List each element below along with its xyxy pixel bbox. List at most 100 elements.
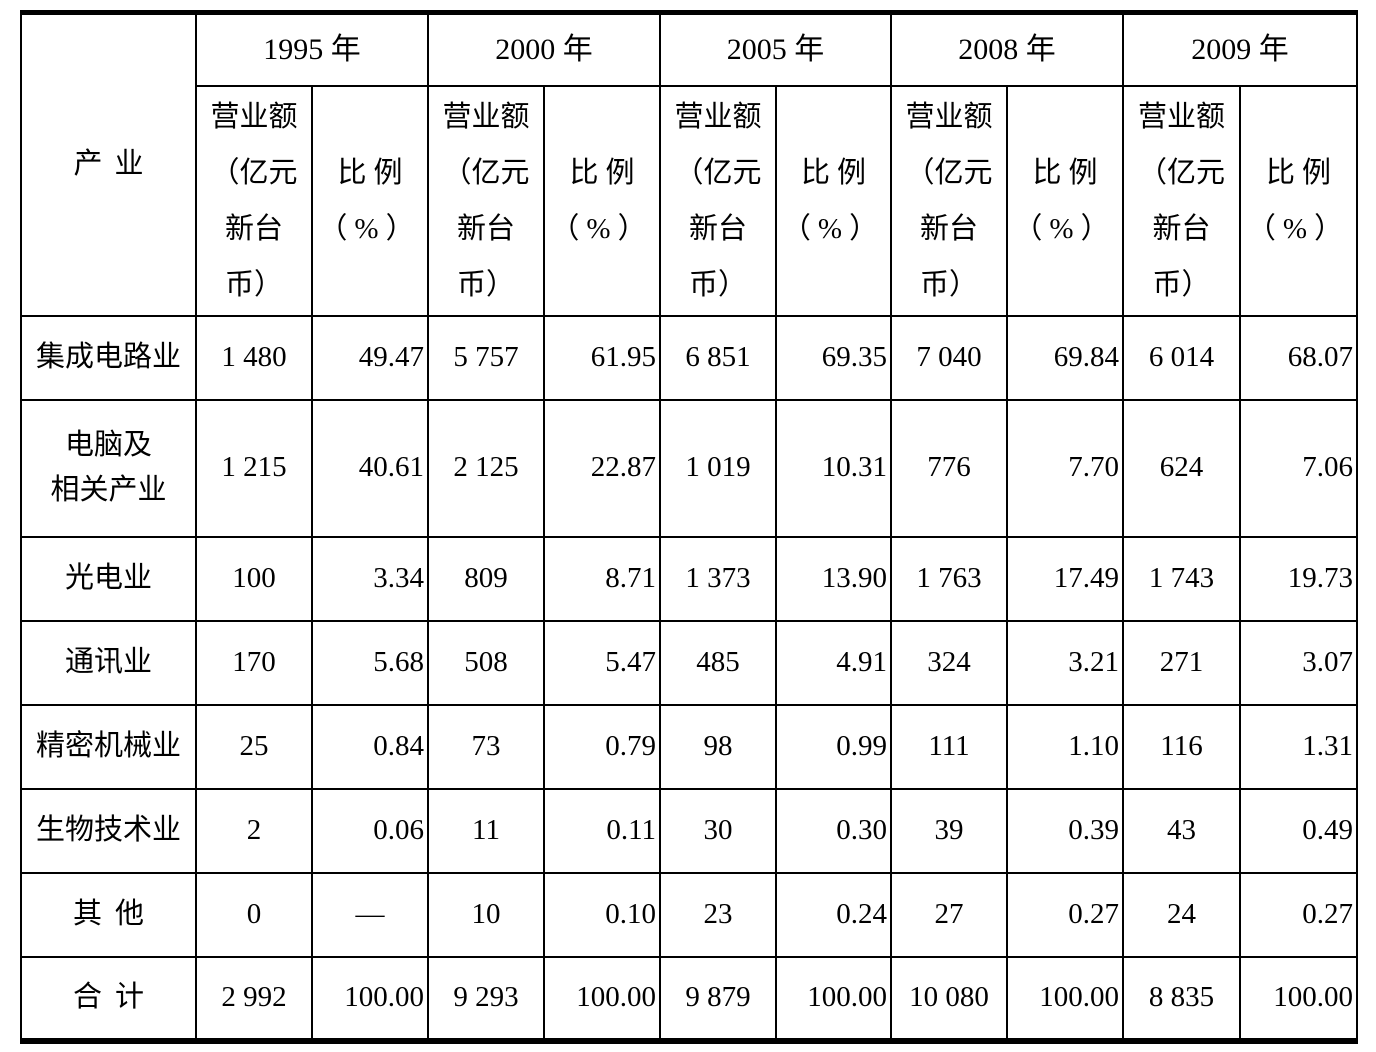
year-header-2005: 2005 年 bbox=[659, 11, 892, 87]
revenue-subheader: 营业额 （亿元 新台 币） bbox=[1122, 84, 1241, 317]
ratio-cell: 19.73 bbox=[1239, 535, 1358, 622]
table-row-precision-machinery: 精密机械业 25 0.84 73 0.79 98 0.99 111 1.10 1… bbox=[20, 703, 1358, 790]
ratio-cell: 8.71 bbox=[543, 535, 661, 622]
year-header-1995: 1995 年 bbox=[195, 11, 429, 87]
revenue-cell: 39 bbox=[890, 787, 1008, 874]
industry-cell: 精密机械业 bbox=[20, 703, 197, 790]
ratio-cell: 3.21 bbox=[1006, 619, 1124, 706]
revenue-cell: 1 373 bbox=[659, 535, 777, 622]
revenue-cell: 271 bbox=[1122, 619, 1241, 706]
revenue-cell: 6 851 bbox=[659, 314, 777, 401]
industry-cell: 其他 bbox=[20, 871, 197, 958]
ratio-cell: 5.68 bbox=[311, 619, 429, 706]
ratio-cell: 0.99 bbox=[775, 703, 892, 790]
ratio-cell: 22.87 bbox=[543, 398, 661, 538]
revenue-subheader: 营业额 （亿元 新台 币） bbox=[890, 84, 1008, 317]
ratio-cell: 3.34 bbox=[311, 535, 429, 622]
table-row-total: 合计 2 992 100.00 9 293 100.00 9 879 100.0… bbox=[20, 955, 1358, 1042]
ratio-cell: 0.24 bbox=[775, 871, 892, 958]
revenue-cell: 624 bbox=[1122, 398, 1241, 538]
ratio-cell: 3.07 bbox=[1239, 619, 1358, 706]
revenue-cell: 6 014 bbox=[1122, 314, 1241, 401]
revenue-cell: 111 bbox=[890, 703, 1008, 790]
revenue-cell: 116 bbox=[1122, 703, 1241, 790]
ratio-cell: 0.79 bbox=[543, 703, 661, 790]
ratio-cell: 69.35 bbox=[775, 314, 892, 401]
revenue-cell: 776 bbox=[890, 398, 1008, 538]
ratio-cell: 13.90 bbox=[775, 535, 892, 622]
revenue-cell: 485 bbox=[659, 619, 777, 706]
revenue-cell: 170 bbox=[195, 619, 313, 706]
revenue-cell: 30 bbox=[659, 787, 777, 874]
ratio-cell: 100.00 bbox=[1006, 955, 1124, 1042]
ratio-subheader: 比例 （%） bbox=[1239, 84, 1358, 317]
revenue-cell: 100 bbox=[195, 535, 313, 622]
ratio-subheader: 比例 （%） bbox=[543, 84, 661, 317]
table-row-biotech: 生物技术业 2 0.06 11 0.11 30 0.30 39 0.39 43 … bbox=[20, 787, 1358, 874]
year-header-2009: 2009 年 bbox=[1122, 11, 1358, 87]
revenue-cell: 2 125 bbox=[427, 398, 545, 538]
revenue-cell: 98 bbox=[659, 703, 777, 790]
industry-cell: 光电业 bbox=[20, 535, 197, 622]
ratio-cell: 10.31 bbox=[775, 398, 892, 538]
revenue-cell: 0 bbox=[195, 871, 313, 958]
table-row-communications: 通讯业 170 5.68 508 5.47 485 4.91 324 3.21 … bbox=[20, 619, 1358, 706]
ratio-cell: 0.11 bbox=[543, 787, 661, 874]
table-row-years: 产业 1995 年 2000 年 2005 年 2008 年 2009 年 bbox=[20, 11, 1358, 317]
year-header-2008: 2008 年 bbox=[890, 11, 1124, 87]
revenue-cell: 10 bbox=[427, 871, 545, 958]
table-row-ic: 集成电路业 1 480 49.47 5 757 61.95 6 851 69.3… bbox=[20, 314, 1358, 401]
revenue-cell: 5 757 bbox=[427, 314, 545, 401]
ratio-cell: 68.07 bbox=[1239, 314, 1358, 401]
year-header-2000: 2000 年 bbox=[427, 11, 661, 87]
ratio-cell: 40.61 bbox=[311, 398, 429, 538]
ratio-cell: 7.06 bbox=[1239, 398, 1358, 538]
revenue-cell: 1 743 bbox=[1122, 535, 1241, 622]
revenue-cell: 1 763 bbox=[890, 535, 1008, 622]
table-row-computer: 电脑及 相关产业 1 215 40.61 2 125 22.87 1 019 1… bbox=[20, 398, 1358, 538]
ratio-cell: 0.49 bbox=[1239, 787, 1358, 874]
ratio-cell: — bbox=[311, 871, 429, 958]
ratio-cell: 1.10 bbox=[1006, 703, 1124, 790]
ratio-cell: 7.70 bbox=[1006, 398, 1124, 538]
ratio-cell: 100.00 bbox=[1239, 955, 1358, 1042]
revenue-cell: 1 215 bbox=[195, 398, 313, 538]
revenue-cell: 9 293 bbox=[427, 955, 545, 1042]
ratio-cell: 1.31 bbox=[1239, 703, 1358, 790]
ratio-cell: 100.00 bbox=[543, 955, 661, 1042]
table-row-subheaders: 营业额 （亿元 新台 币） 比例 （%） 营业额 （亿元 新台 币） 比例 （%… bbox=[21, 84, 1358, 317]
ratio-cell: 49.47 bbox=[311, 314, 429, 401]
revenue-cell: 73 bbox=[427, 703, 545, 790]
revenue-cell: 23 bbox=[659, 871, 777, 958]
revenue-subheader: 营业额 （亿元 新台 币） bbox=[427, 84, 545, 317]
ratio-cell: 0.30 bbox=[775, 787, 892, 874]
revenue-cell: 1 019 bbox=[659, 398, 777, 538]
industry-cell: 生物技术业 bbox=[20, 787, 197, 874]
industry-cell: 通讯业 bbox=[20, 619, 197, 706]
revenue-cell: 809 bbox=[427, 535, 545, 622]
revenue-cell: 27 bbox=[890, 871, 1008, 958]
ratio-cell: 61.95 bbox=[543, 314, 661, 401]
ratio-cell: 0.10 bbox=[543, 871, 661, 958]
ratio-cell: 17.49 bbox=[1006, 535, 1124, 622]
revenue-cell: 324 bbox=[890, 619, 1008, 706]
ratio-cell: 0.27 bbox=[1239, 871, 1358, 958]
ratio-cell: 69.84 bbox=[1006, 314, 1124, 401]
ratio-cell: 0.84 bbox=[311, 703, 429, 790]
ratio-cell: 0.06 bbox=[311, 787, 429, 874]
revenue-cell: 25 bbox=[195, 703, 313, 790]
ratio-cell: 4.91 bbox=[775, 619, 892, 706]
revenue-cell: 11 bbox=[427, 787, 545, 874]
table-row-others: 其他 0 — 10 0.10 23 0.24 27 0.27 24 0.27 bbox=[20, 871, 1358, 958]
revenue-cell: 24 bbox=[1122, 871, 1241, 958]
revenue-cell: 8 835 bbox=[1122, 955, 1241, 1042]
revenue-cell: 7 040 bbox=[890, 314, 1008, 401]
ratio-cell: 5.47 bbox=[543, 619, 661, 706]
ratio-subheader: 比例 （%） bbox=[311, 84, 429, 317]
revenue-cell: 1 480 bbox=[195, 314, 313, 401]
revenue-subheader: 营业额 （亿元 新台 币） bbox=[659, 84, 777, 317]
revenue-cell: 2 992 bbox=[195, 955, 313, 1042]
ratio-cell: 100.00 bbox=[311, 955, 429, 1042]
revenue-cell: 508 bbox=[427, 619, 545, 706]
industry-column-header: 产业 bbox=[20, 11, 197, 317]
